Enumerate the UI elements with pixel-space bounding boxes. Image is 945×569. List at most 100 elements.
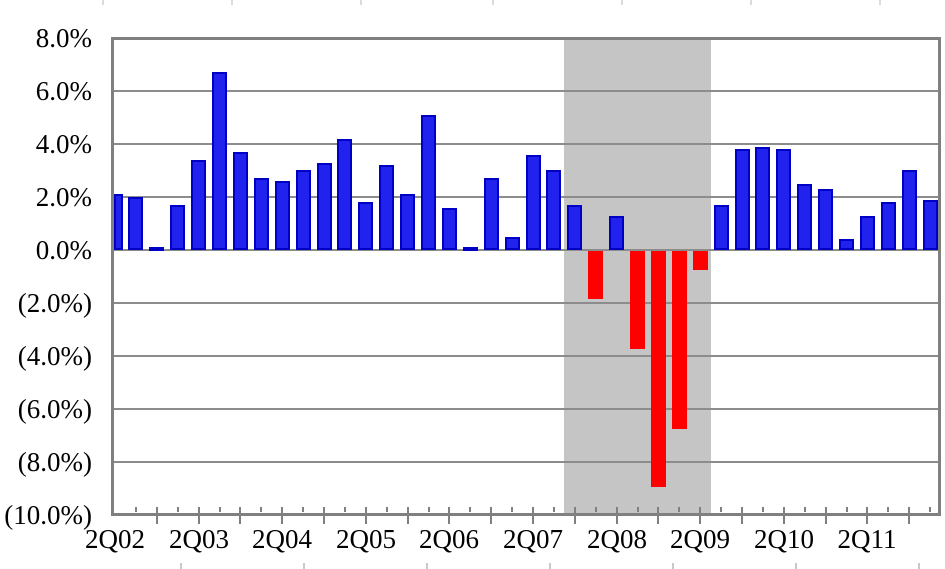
- x-axis-tick: [825, 507, 827, 524]
- x-axis-tick: [428, 507, 430, 512]
- gridline: [114, 355, 938, 357]
- adjacent-chart-tick: [879, 0, 881, 5]
- adjacent-chart-tick: [303, 563, 305, 569]
- bar-1Q10: [755, 147, 770, 250]
- adjacent-chart-tick: [231, 0, 233, 5]
- bar-2Q04: [275, 181, 290, 250]
- x-axis-tick: [323, 507, 325, 524]
- y-axis-label: (6.0%): [17, 394, 92, 424]
- x-axis-label: 2Q08: [587, 524, 647, 554]
- bar-2Q11: [860, 216, 875, 250]
- x-axis-tick: [156, 507, 158, 524]
- x-axis-line: [111, 513, 941, 516]
- bar-3Q10: [797, 184, 812, 250]
- x-axis-tick: [365, 507, 367, 524]
- y-axis-label: (4.0%): [17, 341, 92, 371]
- bar-4Q08: [651, 251, 666, 487]
- gridline: [114, 90, 938, 92]
- bar-2Q07: [526, 155, 541, 250]
- x-axis-tick: [553, 507, 555, 512]
- bar-1Q09: [672, 251, 687, 429]
- x-axis-tick: [720, 507, 722, 512]
- bar-4Q06: [484, 178, 499, 250]
- bar-4Q10: [818, 189, 833, 250]
- plot-right-border: [938, 37, 941, 516]
- bar-2Q02: [114, 194, 123, 250]
- bar-4Q07: [567, 205, 582, 250]
- x-axis-tick: [908, 507, 910, 524]
- x-axis-label: 2Q06: [419, 524, 479, 554]
- adjacent-chart-tick: [180, 563, 182, 569]
- bar-3Q09: [714, 205, 729, 250]
- y-axis-label: 8.0%: [35, 23, 92, 53]
- x-axis-tick: [386, 507, 388, 512]
- x-axis-tick: [657, 507, 659, 524]
- x-axis-tick: [762, 507, 764, 512]
- adjacent-chart-tick: [672, 563, 674, 569]
- x-axis-tick: [490, 507, 492, 524]
- bar-3Q03: [212, 72, 227, 250]
- gridline: [114, 302, 938, 304]
- x-axis-tick: [239, 507, 241, 524]
- x-axis-tick: [532, 507, 534, 524]
- x-axis-label: 2Q09: [670, 524, 730, 554]
- x-axis-label: 2Q05: [336, 524, 396, 554]
- bar-4Q11: [902, 170, 917, 250]
- x-axis-label: 2Q03: [169, 524, 229, 554]
- x-axis-tick: [511, 507, 513, 512]
- bar-2Q05: [358, 202, 373, 250]
- bar-3Q04: [296, 170, 311, 250]
- bar-2Q06: [442, 208, 457, 250]
- x-axis-label: 2Q11: [837, 524, 897, 554]
- x-axis-tick: [448, 507, 450, 524]
- x-axis-label: 2Q10: [754, 524, 814, 554]
- x-axis-tick: [783, 507, 785, 524]
- x-axis-tick: [637, 507, 639, 512]
- adjacent-chart-tick: [360, 0, 362, 5]
- y-axis-label: (2.0%): [17, 288, 92, 318]
- x-axis-tick: [678, 507, 680, 512]
- bar-1Q08: [588, 251, 603, 299]
- x-axis-tick: [574, 507, 576, 524]
- x-axis-tick: [929, 507, 931, 512]
- bar-2Q03: [191, 160, 206, 250]
- bar-4Q09: [735, 149, 750, 250]
- bar-4Q05: [400, 194, 415, 250]
- bar-4Q04: [317, 163, 332, 250]
- adjacent-chart-tick: [918, 563, 920, 569]
- x-axis-tick: [616, 507, 618, 524]
- x-axis-tick: [177, 507, 179, 512]
- x-axis-tick: [595, 507, 597, 512]
- bar-1Q03: [170, 205, 185, 250]
- gridline: [114, 408, 938, 410]
- adjacent-chart-tick: [426, 563, 428, 569]
- x-axis-tick: [866, 507, 868, 524]
- gridline: [114, 143, 938, 145]
- y-axis-label: (10.0%): [4, 500, 92, 530]
- x-axis-tick: [260, 507, 262, 512]
- bar-3Q11: [881, 202, 896, 250]
- x-axis-tick: [219, 507, 221, 512]
- adjacent-chart-tick: [795, 563, 797, 569]
- bar-3Q07: [546, 170, 561, 250]
- y-axis-label: (8.0%): [17, 447, 92, 477]
- adjacent-chart-tick: [549, 563, 551, 569]
- bar-4Q03: [233, 152, 248, 250]
- y-axis-label: 4.0%: [35, 129, 92, 159]
- adjacent-chart-tick: [750, 0, 752, 5]
- x-axis-tick: [344, 507, 346, 512]
- bar-2Q08: [609, 216, 624, 250]
- bar-2Q10: [776, 149, 791, 250]
- bar-3Q08: [630, 251, 645, 349]
- x-axis-tick: [846, 507, 848, 512]
- bar-2Q09: [693, 251, 708, 270]
- gridline: [114, 461, 938, 463]
- x-axis-tick: [699, 507, 701, 524]
- y-axis-label: 0.0%: [35, 235, 92, 265]
- x-axis-tick: [804, 507, 806, 512]
- x-axis-tick: [302, 507, 304, 512]
- x-axis-label: 2Q04: [252, 524, 312, 554]
- adjacent-chart-tick: [621, 0, 623, 5]
- bar-1Q12: [923, 200, 938, 250]
